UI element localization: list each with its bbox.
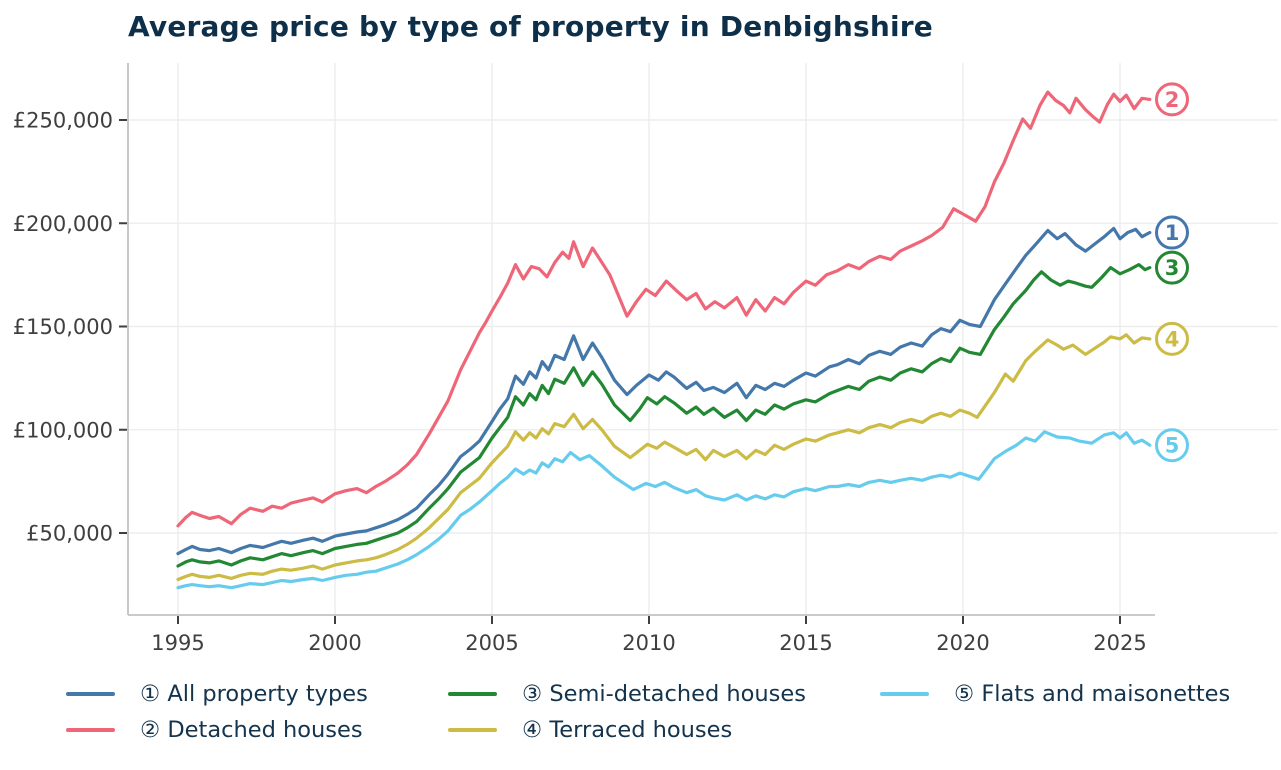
- x-tick-label: 2005: [465, 631, 518, 655]
- legend-item-terraced-houses: ④ Terraced houses: [448, 712, 880, 748]
- series-end-marker-circle-5: [1155, 428, 1189, 463]
- legend-swatch-flats-and-maisonettes: [880, 691, 929, 697]
- series-end-marker-circle-1: [1155, 215, 1189, 250]
- legend-item-flats-and-maisonettes: ⑤ Flats and maisonettes: [880, 676, 1271, 712]
- legend-label-semi-detached-houses: ③ Semi-detached houses: [522, 681, 806, 707]
- x-tick-label: 2020: [936, 631, 989, 655]
- series-end-marker-digit-3: 3: [1165, 256, 1180, 280]
- series-end-marker-circle-2: [1155, 82, 1189, 117]
- legend-swatch-semi-detached-houses: [448, 691, 497, 697]
- chart-title: Average price by type of property in Den…: [128, 10, 933, 43]
- legend-item-semi-detached-houses: ③ Semi-detached houses: [448, 676, 880, 712]
- legend-item-all-property-types: ① All property types: [66, 676, 448, 712]
- series-line-terraced-houses: [176, 333, 1152, 582]
- series-end-marker-circle-3: [1155, 250, 1189, 285]
- x-tick-label: 2025: [1093, 631, 1146, 655]
- legend-label-all-property-types: ① All property types: [140, 681, 368, 707]
- y-tick-label: £250,000: [13, 109, 113, 133]
- legend-item-detached-houses: ② Detached houses: [66, 712, 448, 748]
- legend-swatch-terraced-houses: [448, 727, 497, 733]
- x-tick-label: 1995: [151, 631, 204, 655]
- x-tick-label: 2000: [308, 631, 361, 655]
- y-tick-label: £100,000: [13, 418, 113, 442]
- series-line-detached-houses: [176, 90, 1152, 528]
- series-line-semi-detached-houses: [176, 263, 1152, 568]
- x-tick-label: 2015: [779, 631, 832, 655]
- y-tick-label: £50,000: [26, 522, 113, 546]
- x-tick-label: 2010: [622, 631, 675, 655]
- y-tick-label: £200,000: [13, 212, 113, 236]
- series-end-marker-digit-1: 1: [1165, 221, 1180, 245]
- y-tick-label: £150,000: [13, 315, 113, 339]
- series-end-marker-digit-2: 2: [1165, 88, 1180, 112]
- legend-swatch-detached-houses: [66, 727, 115, 733]
- chart-legend: ① All property types ② Detached houses ③ S…: [66, 676, 1271, 748]
- legend-label-flats-and-maisonettes: ⑤ Flats and maisonettes: [954, 681, 1231, 707]
- series-end-marker-circle-4: [1155, 321, 1189, 356]
- series-end-marker-digit-5: 5: [1165, 434, 1180, 458]
- series-end-marker-digit-4: 4: [1165, 327, 1180, 351]
- legend-swatch-all-property-types: [66, 691, 115, 697]
- legend-label-detached-houses: ② Detached houses: [140, 717, 363, 743]
- series-line-flats-and-maisonettes: [176, 430, 1152, 590]
- legend-label-terraced-houses: ④ Terraced houses: [522, 717, 733, 743]
- series-line-all-property-types: [176, 226, 1152, 556]
